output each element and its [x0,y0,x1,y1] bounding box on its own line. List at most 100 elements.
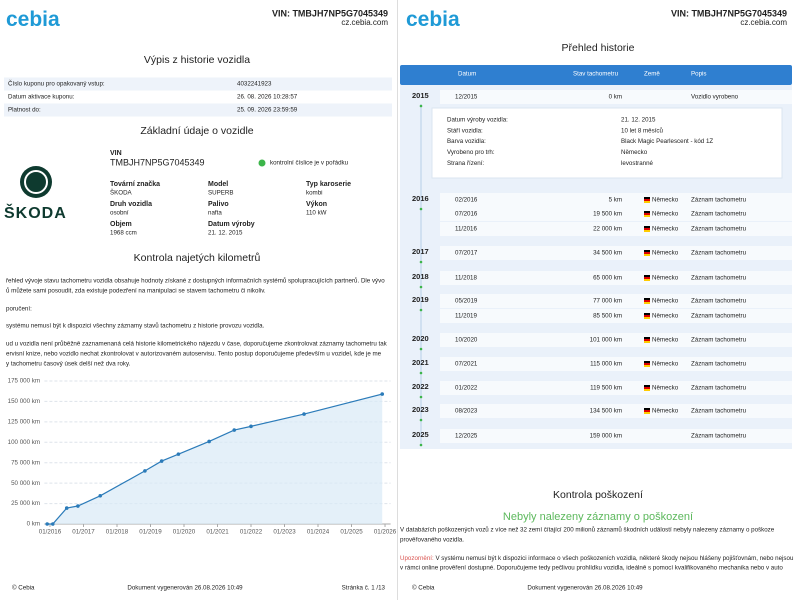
flag-stripe [644,254,650,256]
flag-stripe [644,211,650,213]
column-header: Stav tachometru [573,71,619,78]
entry-country: Německo [652,226,679,233]
flag-stripe [644,197,650,199]
entry-country: Německo [652,250,679,257]
timeline-dot [419,395,423,399]
point [232,428,237,432]
timeline-dot [419,347,423,351]
detail-label: Strana řízení: [447,160,484,167]
column-header: Popis [691,71,706,78]
history-row [440,381,792,395]
footer: Dokument vygenerován 26.08.2026 10:49 [127,585,243,592]
section-title: Základní údaje o vozidle [140,125,253,137]
field-label: Objem [110,221,132,228]
paragraph: ervisní knize, nebo vozidlo nechat zkont… [6,351,382,358]
timeline-dot [419,308,423,312]
flag-stripe [644,365,650,367]
point [143,469,147,473]
paragraph: poručení: [6,306,32,313]
x-tick-label: 01/2019 [139,529,162,536]
paragraph: V databázích poškozených vozů z více než… [400,527,775,534]
entry-country: Německo [652,211,679,218]
entry-km: 77 000 km [593,298,622,305]
flag-stripe [644,215,650,217]
vin-check: kontrolní číslice je v pořádku [270,160,349,167]
entry-date: 11/2016 [455,226,477,233]
brand-emblem-inner [24,170,48,194]
year-label: 2016 [412,194,429,203]
field-label: Palivo [208,201,229,208]
info-value: 26. 08. 2026 10:28:57 [237,94,298,101]
flag-stripe [644,201,650,203]
entry-km: 101 000 km [590,337,622,344]
entry-country: Německo [652,275,679,282]
year-label: 2015 [412,91,429,100]
column-header: Země [644,71,660,78]
flag-stripe [644,412,650,414]
history-row [440,90,792,104]
timeline-dot [419,443,423,447]
paragraph: systému nemusí být k dispozici všechny z… [6,323,265,330]
point [176,452,181,456]
y-tick-label: 50 000 km [11,480,40,487]
history-row [440,271,792,285]
info-label: Číslo kuponu pro opakovaný vstup: [8,81,105,88]
entry-country: Německo [652,337,679,344]
entry-date: 12/2015 [455,94,478,101]
warning-label: Upozornění: [400,555,434,562]
detail-value: Black Magic Pearlescent - kód 1Z [621,138,713,145]
entry-date: 07/2017 [455,250,478,257]
x-tick-label: 01/2021 [206,529,229,536]
detail-value: 10 let 8 měsíců [621,127,664,134]
flag-stripe [644,389,650,391]
row-stripe [4,103,392,117]
entry-date: 11/2018 [455,275,477,282]
year-label: 2025 [412,430,429,439]
vin-header: VIN: TMBJH7NP5G7045349 [272,8,388,18]
flag-stripe [644,313,650,315]
logo: cebia [406,8,460,31]
entry-km: 19 500 km [593,211,622,218]
entry-date: 10/2020 [455,337,478,344]
flag-stripe [644,410,650,412]
flag-stripe [644,317,650,319]
timeline-dot [419,371,423,375]
table-header [400,65,792,85]
section-title: Kontrola poškození [553,489,643,501]
page-title: Výpis z historie vozidla [144,54,250,66]
flag-stripe [644,408,650,410]
history-row [440,222,792,236]
entry-date: 07/2021 [455,361,478,368]
flag-stripe [644,341,650,343]
field-value: kombi [306,190,323,197]
history-row [440,333,792,347]
y-tick-label: 25 000 km [11,500,40,507]
x-tick-label: 01/2025 [340,529,363,536]
brand-logo: ŠKODA [4,203,67,222]
flag-stripe [644,363,650,365]
entry-desc: Záznam tachometru [691,211,747,218]
entry-desc: Záznam tachometru [691,433,747,440]
paragraph: prověřovaného vozidla. [400,537,464,544]
entry-country: Německo [652,361,679,368]
entry-km: 85 500 km [593,313,622,320]
entry-km: 34 500 km [593,250,622,257]
x-tick-label: 01/2016 [39,529,62,536]
entry-date: 11/2019 [455,313,477,320]
field-label: Výkon [306,201,327,208]
vin-header: VIN: TMBJH7NP5G7045349 [671,8,787,18]
point [98,494,103,498]
entry-date: 05/2019 [455,298,478,305]
y-tick-label: 100 000 km [8,439,40,446]
year-label: 2023 [412,405,429,414]
entry-country: Německo [652,385,679,392]
site: cz.cebia.com [341,18,388,27]
field-value: SUPERB [208,190,233,197]
detail-label: Stáří vozidla: [447,127,483,134]
entry-km: 159 000 km [590,433,622,440]
history-row [440,246,792,260]
paragraph: ů můžete sami posoudit, zda existuje pod… [6,288,266,295]
timeline-dot [419,418,423,422]
field-label: Datum výroby [208,221,255,228]
entry-km: 115 000 km [590,361,622,368]
